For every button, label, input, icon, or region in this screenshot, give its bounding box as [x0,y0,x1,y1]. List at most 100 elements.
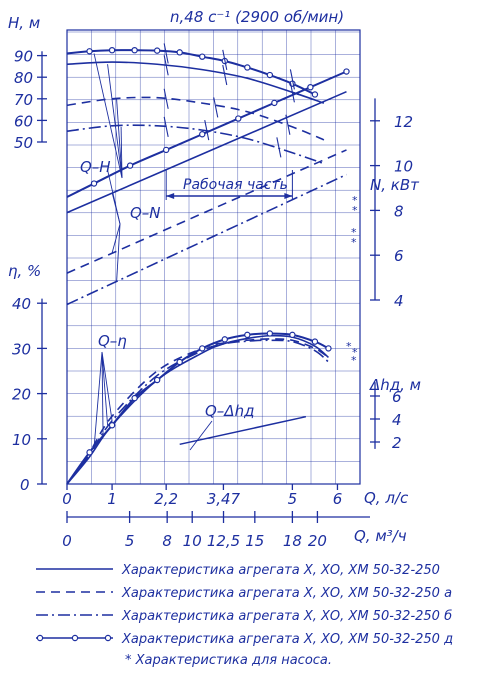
legend-entry-series-1: Характеристика агрегата Х, ХО, ХМ 50-32-… [121,563,440,578]
pump-only-asterisk: * [352,204,358,217]
dh-tick-label: 4 [392,411,402,429]
q-m3h-tick-label: 18 [283,532,302,550]
q-ls-tick-label: 3,47 [207,490,241,508]
pump-only-markers: ***** ** [346,194,358,367]
n-tick-label: 6 [394,247,404,265]
h-axis-label: H, м [8,14,40,32]
qdh-label: Q–Δhд [205,402,254,420]
eta-curve-series-3 [66,339,329,485]
working-zone-tick [163,116,169,137]
qeta-leader [93,351,103,448]
n-point [126,162,134,169]
qeta-label: Q–η [98,332,127,350]
working-zone-label: Рабочая часть [183,177,288,193]
dh-tick-label: 2 [392,434,402,452]
n-point [307,83,314,91]
n-point [235,115,242,122]
q-m3h-axis-ticks: 0 5 8 10 12,5 15 18 20 [62,511,370,550]
dh-tick-label: 6 [392,388,402,406]
curves [66,43,350,485]
working-zone-tick [285,114,291,135]
h-point [153,47,161,54]
h-curve-series-1 [66,61,325,104]
eta-point [108,422,116,429]
eta-point [153,376,161,384]
n-curve-series-3 [66,173,347,306]
n-tick-label: 10 [394,158,413,176]
q-ls-tick-label: 0 [62,490,72,508]
q-ls-tick-label: 1 [107,490,117,508]
working-zone-marker: Рабочая часть [166,177,293,199]
h-point [86,48,93,55]
working-zone-tick [289,69,295,90]
legend-entry-series-4: Характеристика агрегата Х, ХО, ХМ 50-32-… [121,632,453,647]
eta-point [289,331,296,339]
n-tick-label: 8 [394,202,404,220]
working-zone-tick [222,49,228,71]
qeta-leader [101,351,113,421]
n-tick-label: 12 [394,113,413,131]
legend-entry-series-3: Характеристика агрегата Х, ХО, ХМ 50-32-… [121,609,452,624]
working-zone-tick [276,137,282,158]
working-zone-tick [163,43,169,64]
h-point [266,71,274,79]
eta-tick-label: 40 [12,295,31,313]
q-m3h-tick-label: 0 [62,532,72,550]
eta-point [311,338,319,345]
plot-frame [66,29,361,485]
n-axis-ticks: 4 6 8 10 12 [370,98,413,310]
h-point [311,91,319,98]
eta-point [266,330,274,337]
working-zone-tick [163,55,169,76]
h-point [244,64,251,71]
eta-point [176,358,183,366]
eta-point [131,394,138,402]
qn-leader [111,192,121,225]
qn-leader [116,223,121,283]
pump-only-asterisk: * [352,194,358,207]
working-zone-tick [222,64,228,86]
eta-axis-ticks: 0 10 20 30 40 [12,295,47,494]
eta-tick-label: 0 [20,476,30,494]
n-point [199,131,206,138]
n-point [271,99,278,107]
pump-only-asterisk: * [351,236,357,249]
legend-swatch-point [36,634,44,642]
qn-label: Q–N [130,204,161,222]
q-m3h-axis-label: Q, м³/ч [354,527,407,545]
q-m3h-tick-label: 5 [125,532,135,550]
qh-label: Q–H [80,158,111,176]
n-point [343,68,350,75]
eta-point [221,336,228,343]
n-curve-series-1 [66,90,347,214]
eta-tick-label: 30 [12,340,31,358]
qn-leader [111,223,121,254]
q-ls-axis-ticks: 0 1 2,2 3,47 5 6 [62,484,342,508]
qdh-leader [189,420,213,451]
pump-only-asterisk: * [351,226,357,239]
n-axis-label: N, кВт [370,176,420,194]
working-zone-tick [204,120,210,141]
h-point [199,53,206,60]
q-m3h-tick-label: 12,5 [207,532,240,550]
q-ls-tick-label: 6 [333,490,343,508]
q-m3h-tick-label: 15 [245,532,264,550]
h-curve-series-2 [66,96,325,141]
qeta-leader [101,351,104,435]
h-point [108,47,116,54]
chart-title: n,48 с⁻¹ (2900 об/мин) [170,8,344,26]
n-point [162,146,170,154]
h-tick-label: 70 [14,91,33,109]
q-ls-tick-label: 5 [288,490,298,508]
h-tick-label: 60 [14,112,33,130]
q-m3h-tick-label: 10 [183,532,202,550]
dh-axis-ticks: 2 4 6 [370,382,402,452]
legend: Характеристика агрегата Х, ХО, ХМ 50-32-… [36,563,453,647]
working-zone-tick [289,82,295,103]
footnote: * Характеристика для насоса. [125,653,332,668]
eta-tick-label: 20 [12,386,31,404]
eta-point [199,345,206,352]
h-point [131,47,138,54]
n-point [90,180,98,187]
